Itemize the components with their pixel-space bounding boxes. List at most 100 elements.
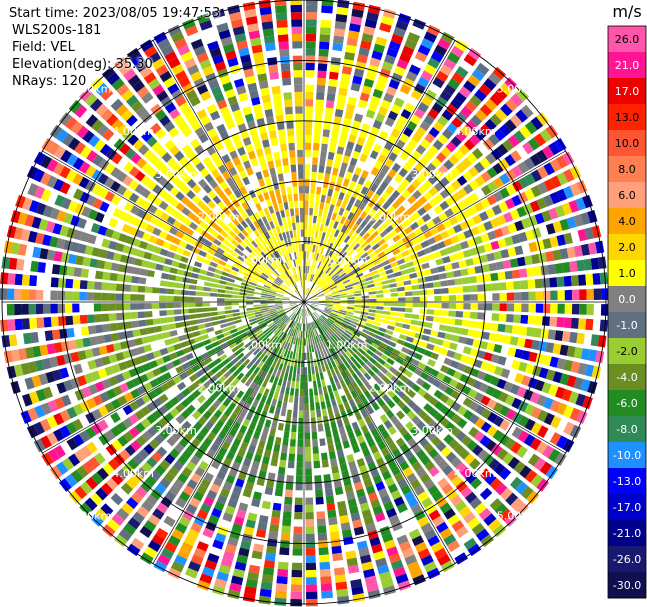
velocity-gate [518, 176, 530, 189]
velocity-gate [368, 218, 377, 227]
velocity-gate [559, 218, 570, 231]
velocity-gate [500, 103, 513, 117]
velocity-gate [430, 244, 439, 252]
velocity-gate [521, 291, 529, 301]
velocity-gate [337, 286, 346, 291]
velocity-gate [340, 274, 348, 280]
velocity-gate [498, 282, 507, 291]
velocity-gate [319, 201, 325, 210]
velocity-gate [460, 354, 470, 364]
velocity-gate [492, 303, 500, 311]
velocity-gate [570, 317, 579, 329]
velocity-gate [325, 267, 332, 274]
velocity-gate [407, 330, 416, 338]
velocity-gate [433, 205, 444, 215]
velocity-gate [484, 98, 498, 112]
velocity-gate [460, 106, 473, 118]
velocity-gate [457, 188, 468, 199]
velocity-gate [345, 246, 353, 254]
velocity-gate [322, 255, 327, 264]
velocity-gate [453, 243, 463, 252]
velocity-gate [568, 200, 580, 213]
velocity-gate [337, 313, 346, 318]
velocity-gate [579, 289, 587, 301]
velocity-gate [328, 78, 338, 87]
velocity-gate [338, 259, 345, 266]
velocity-gate [352, 253, 360, 261]
velocity-gate [446, 122, 458, 134]
velocity-gate [343, 281, 352, 287]
velocity-gate [474, 265, 483, 274]
velocity-gate [324, 293, 332, 297]
velocity-gate [388, 152, 398, 162]
velocity-gate [340, 302, 348, 304]
velocity-gate [333, 221, 339, 229]
velocity-gate [476, 245, 486, 254]
velocity-gate [584, 227, 595, 240]
velocity-gate [419, 120, 431, 132]
velocity-gate [333, 264, 340, 271]
velocity-gate [382, 289, 391, 294]
velocity-gate [304, 164, 311, 172]
velocity-gate [428, 186, 439, 197]
velocity-gate [549, 191, 561, 205]
velocity-gate [409, 325, 418, 332]
velocity-gate [354, 167, 362, 176]
velocity-gate [522, 141, 534, 155]
velocity-gate [316, 84, 326, 93]
velocity-gate [391, 162, 401, 173]
velocity-gate [352, 315, 360, 320]
velocity-gate [361, 295, 370, 299]
velocity-gate [540, 265, 549, 276]
velocity-gate [527, 137, 540, 151]
velocity-gate [356, 136, 366, 146]
velocity-gate [440, 317, 449, 324]
velocity-gate [468, 192, 479, 203]
colorbar-tick-label: -13.0 [613, 475, 641, 488]
velocity-gate [463, 53, 477, 67]
velocity-gate [311, 164, 318, 173]
velocity-gate [368, 208, 377, 217]
velocity-gate [427, 302, 435, 308]
velocity-gate [420, 70, 433, 82]
velocity-gate [400, 220, 409, 229]
velocity-gate [438, 324, 447, 332]
colorbar-tick-label: -21.0 [613, 527, 641, 540]
velocity-gate [525, 229, 535, 241]
velocity-gate [322, 210, 328, 218]
velocity-gate [343, 265, 351, 272]
velocity-gate [514, 245, 524, 256]
velocity-gate [451, 117, 463, 129]
velocity-gate [327, 151, 335, 160]
velocity-gate [304, 258, 306, 266]
velocity-gate [331, 311, 339, 315]
velocity-gate [341, 200, 348, 209]
velocity-gate [421, 213, 432, 223]
velocity-gate [405, 308, 413, 313]
velocity-gate [319, 239, 324, 247]
velocity-gate [325, 107, 334, 116]
velocity-gate [311, 275, 316, 283]
velocity-gate [597, 256, 607, 269]
velocity-gate [353, 290, 362, 294]
velocity-gate [559, 373, 570, 386]
velocity-gate [354, 113, 364, 123]
velocity-gate [448, 216, 459, 226]
velocity-gate [338, 207, 345, 216]
colorbar-tick-label: -26.0 [613, 553, 641, 566]
velocity-gate [397, 286, 405, 292]
velocity-gate [354, 299, 362, 302]
velocity-gate [360, 240, 369, 249]
velocity-gate [502, 259, 512, 269]
velocity-gate [381, 191, 390, 200]
velocity-gate [349, 23, 361, 33]
velocity-gate [412, 296, 420, 302]
velocity-gate [345, 268, 353, 275]
velocity-gate [588, 242, 598, 255]
velocity-gate [405, 261, 414, 268]
field-name: Field: VEL [12, 40, 75, 55]
velocity-gate [355, 272, 364, 278]
velocity-gate [421, 95, 433, 107]
velocity-gate [425, 282, 434, 289]
velocity-gate [326, 279, 334, 285]
